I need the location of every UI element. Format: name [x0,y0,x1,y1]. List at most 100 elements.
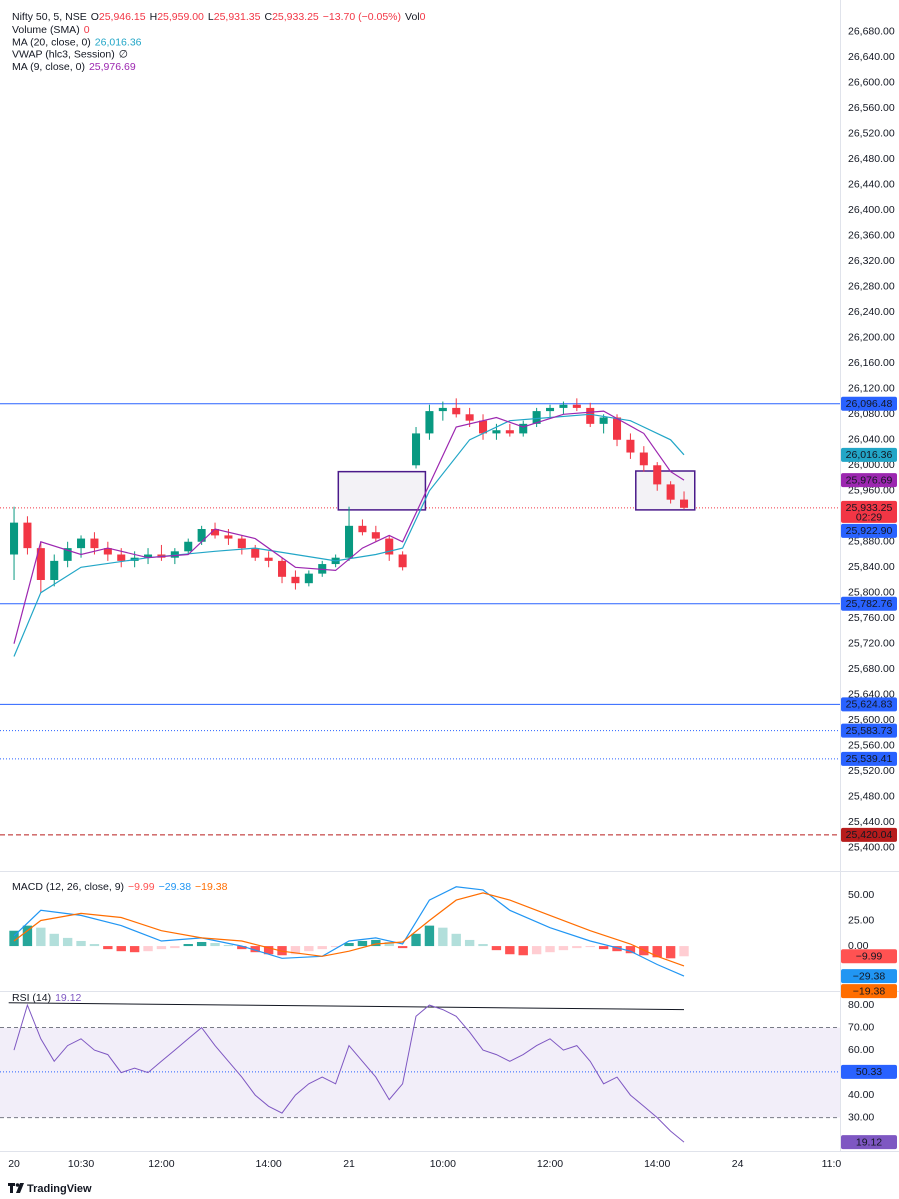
histogram-bar [344,943,354,947]
histogram-bar [143,946,153,952]
candle-body [63,548,72,561]
histogram-bar [384,941,394,947]
ohlc-key: C [264,11,272,23]
candle-body [680,499,689,508]
histogram-bar [397,946,408,949]
histogram-bar [22,925,33,947]
price-label-box [841,949,897,964]
price-label: 25,933.25 [846,502,893,514]
price-label-box [841,473,897,488]
price-label-box [841,447,897,462]
x-tick-label: 20 [8,1158,20,1170]
price-label: 26,016.36 [846,449,893,461]
logo-part [10,1183,13,1193]
y-tick-label: 70.00 [848,1021,874,1033]
candle-body [90,538,99,549]
histogram-bar [250,946,260,953]
price-label-box [841,723,897,738]
y-tick-label: 25,680.00 [848,663,895,675]
price-label-box [841,500,897,523]
candle-body [626,439,635,453]
candle-body [50,560,59,580]
histogram-bar [518,946,528,956]
y-tick-label: 25,880.00 [848,536,895,548]
candle-body [492,430,501,434]
legend-value: 19.12 [55,992,81,1004]
ma-line [13,410,685,644]
legend-value: −19.38 [195,881,228,893]
price-label: −9.99 [856,951,883,963]
ohlc-key: H [150,11,158,23]
histogram-bar [62,937,73,947]
histogram-bar [183,944,193,947]
histogram-bar [491,946,502,951]
histogram-bar [438,927,448,947]
indicator-value: 0 [84,24,90,36]
rsi-line [13,1003,685,1143]
indicator-legend: MA (9, close, 0) 25,976.69 [12,61,136,73]
price-label-box [841,969,897,984]
histogram-bar [357,940,368,947]
x-tick-label: 14:00 [255,1158,281,1170]
price-label: 25,922.90 [846,525,893,537]
y-tick-label: 25,560.00 [848,739,895,751]
histogram-bar [612,946,622,952]
candle-body [144,554,153,558]
y-tick-label: 25,840.00 [848,561,895,573]
price-label-box [841,396,897,411]
y-tick-label: 25,600.00 [848,714,895,726]
histogram-bar [129,946,140,953]
histogram-bar [665,946,676,959]
y-tick-label: 25,440.00 [848,816,895,828]
y-tick-label: 26,440.00 [848,179,895,191]
histogram-bar [411,933,421,947]
candle-body [103,548,112,555]
histogram-bar [170,946,180,949]
pane-title: RSI (14) [12,992,51,1004]
x-tick-label: 21 [343,1158,355,1170]
candle-body [224,535,233,539]
candle-body [398,554,407,568]
pane-legend: MACD (12, 26, close, 9) −9.99 −29.38 −19.38 [12,881,228,893]
histogram-bar [558,946,569,951]
ohlc-key: L [208,11,214,23]
y-tick-label: 25,400.00 [848,841,895,853]
histogram-bar [572,946,582,949]
candle-body [639,452,648,466]
candle-body [117,554,126,561]
histogram-bar [210,943,220,947]
ohlc-value: 25,946.15 [99,11,146,23]
histogram-bar [196,941,207,947]
histogram-bar [585,946,595,948]
price-label: 25,624.83 [846,699,893,711]
y-tick-label: 26,520.00 [848,128,895,140]
ma-line [13,413,685,657]
pane-legend: RSI (14) 19.12 [12,992,82,1004]
price-label: 25,976.69 [846,474,893,486]
y-tick-label: 26,680.00 [848,26,895,38]
volume-value: 0 [420,11,426,23]
y-tick-label: 26,080.00 [848,408,895,420]
histogram-bar [89,944,100,947]
candle-body [425,411,434,434]
indicator-name: Volume (SMA) [12,24,80,36]
rsi-band [0,1027,840,1118]
candle-body [586,407,595,424]
candle-body [613,417,622,440]
candle-body [211,529,220,536]
histogram-bar [625,946,636,954]
candle-body [36,548,45,580]
candle-body [532,411,541,424]
logo-part [16,1183,24,1193]
candle-body [345,525,354,558]
y-tick-label: 0.00 [848,940,869,952]
y-tick-label: 25,800.00 [848,587,895,599]
y-tick-label: 26,200.00 [848,332,895,344]
symbol-legend: Nifty 50, 5, NSE O25,946.15 H25,959.00 L25,… [12,11,426,23]
histogram-bar [223,945,234,947]
legend-value: −29.38 [159,881,192,893]
y-tick-label: 60.00 [848,1044,874,1056]
indicator-value: 26,016.36 [95,36,142,48]
histogram-bar [531,946,542,955]
candle-body [371,532,380,539]
